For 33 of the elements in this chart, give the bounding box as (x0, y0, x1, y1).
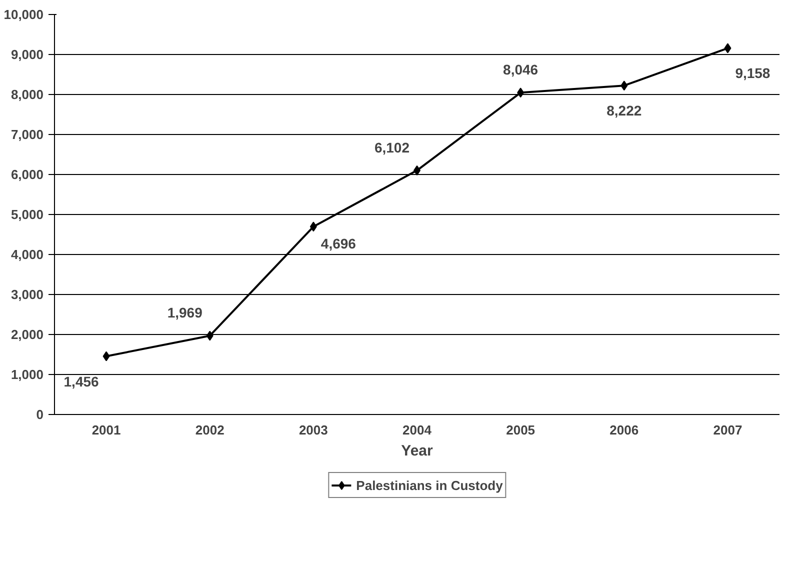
x-tick-label: 2002 (195, 422, 224, 438)
point (310, 222, 317, 232)
y-tick-label: 10,000 (4, 7, 44, 22)
point (517, 88, 524, 98)
y-tick-label: 5,000 (10, 207, 44, 222)
y-tick-label: 2,000 (10, 327, 44, 342)
y-tick-label: 0 (36, 407, 44, 422)
data-label: 8,046 (503, 62, 538, 78)
y-tick-label: 7,000 (10, 127, 44, 142)
data-label: 8,222 (606, 102, 642, 119)
x-tick-label: 2001 (92, 422, 121, 438)
x-tick-label: 2004 (402, 422, 432, 438)
data-label: 1,969 (167, 304, 203, 321)
x-tick-label: 2007 (713, 422, 742, 438)
x-tick-label: 2006 (610, 422, 639, 438)
y-tick-label: 8,000 (10, 87, 44, 102)
x-axis-title: Year (401, 442, 434, 460)
data-label: 1,456 (64, 373, 100, 390)
point (206, 330, 214, 341)
point (620, 80, 628, 91)
data-label: 9,158 (735, 65, 770, 82)
point (102, 351, 110, 362)
y-tick-label: 3,000 (10, 287, 44, 302)
x-tick-label: 2005 (506, 422, 536, 438)
data-label: 4,696 (320, 236, 356, 252)
y-tick-label: 6,000 (10, 167, 44, 182)
y-tick-label: 4,000 (10, 247, 44, 262)
y-tick-label: 9,000 (10, 47, 44, 62)
point (724, 43, 732, 54)
x-tick-label: 2003 (298, 422, 328, 438)
legend-label: Palestinians in Custody (356, 478, 503, 492)
y-tick-label: 1,000 (10, 367, 44, 382)
data-label: 6,102 (374, 139, 410, 156)
